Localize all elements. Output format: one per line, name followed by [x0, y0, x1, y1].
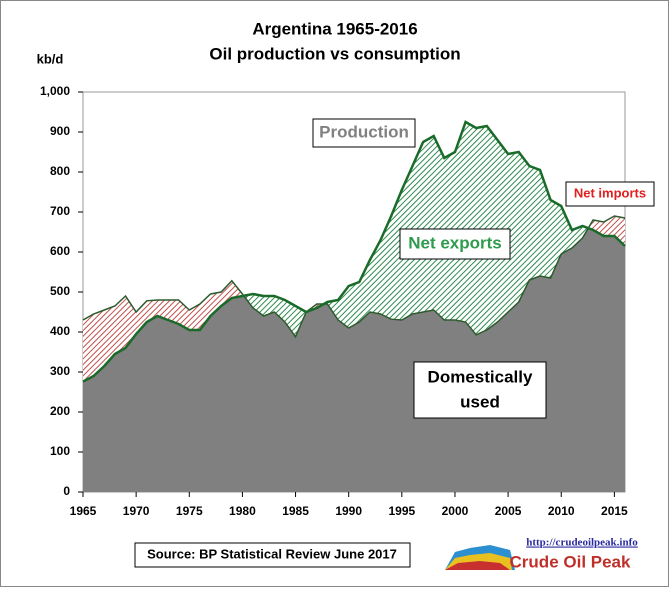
- y-tick-label: 500: [50, 284, 70, 298]
- y-tick-label: 400: [50, 324, 70, 338]
- x-tick-label: 1995: [388, 504, 415, 518]
- x-tick-label: 2010: [548, 504, 575, 518]
- x-tick-label: 1985: [282, 504, 309, 518]
- source-box: [134, 542, 411, 568]
- y-tick-label: 1,000: [40, 84, 70, 98]
- chart-title: Argentina 1965-2016: [252, 19, 417, 38]
- annotation: Net exports: [408, 233, 502, 252]
- x-tick-label: 2000: [442, 504, 469, 518]
- annotation: Net imports: [574, 185, 646, 200]
- logo-url[interactable]: http://crudeoilpeak.info: [526, 537, 638, 549]
- consumption-line: [82, 215, 626, 339]
- y-tick-label: 800: [50, 164, 70, 178]
- x-tick-label: 1970: [123, 504, 150, 518]
- y-tick-label: 200: [50, 404, 70, 418]
- annotation: Domestically: [428, 367, 533, 386]
- x-tick-label: 1975: [176, 504, 203, 518]
- domestic-area: [83, 216, 625, 492]
- y-tick-label: 700: [50, 204, 70, 218]
- annotation-box: [413, 361, 547, 419]
- y-tick-label: 0: [63, 484, 70, 498]
- x-tick-label: 1980: [229, 504, 256, 518]
- y-tick-label: 600: [50, 244, 70, 258]
- x-tick-label: 2015: [601, 504, 628, 518]
- y-tick-label: 900: [50, 124, 70, 138]
- y-tick-label: 100: [50, 444, 70, 458]
- annotation-box: [565, 181, 655, 207]
- annotation: used: [460, 392, 500, 411]
- x-tick-label: 1990: [335, 504, 362, 518]
- production-line: [82, 120, 626, 383]
- y-tick-label: 300: [50, 364, 70, 378]
- chart-subtitle: Oil production vs consumption: [209, 44, 460, 63]
- x-tick-label: 1965: [70, 504, 97, 518]
- annotation-box: [399, 228, 511, 260]
- x-tick-label: 2005: [495, 504, 522, 518]
- source: Source: BP Statistical Review June 2017: [147, 546, 397, 561]
- logo-name: Crude Oil Peak: [510, 552, 631, 571]
- annotation-box: [312, 118, 416, 148]
- annotation: Production: [319, 122, 409, 141]
- y-axis-label: kb/d: [37, 51, 64, 66]
- logo-graphic: [445, 545, 515, 570]
